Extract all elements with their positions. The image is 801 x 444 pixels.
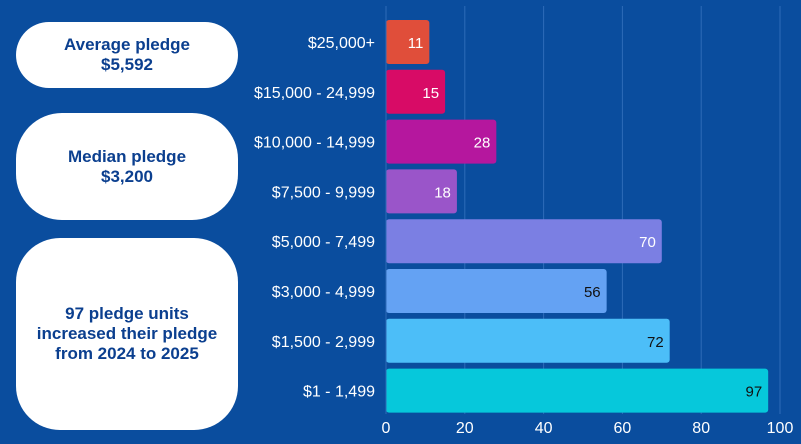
median-pledge-label: Median pledge (67, 146, 187, 166)
x-tick-label: 20 (456, 420, 474, 437)
category-label: $1 - 1,499 (303, 384, 375, 401)
pledge-increase-card: 97 pledge units increased their pledge f… (16, 238, 238, 430)
value-label: 11 (408, 35, 424, 52)
x-tick-label: 0 (382, 420, 391, 437)
value-label: 97 (745, 384, 762, 401)
bar (386, 219, 662, 264)
x-tick-label: 100 (767, 420, 794, 437)
average-pledge-value: $5,592 (100, 55, 153, 74)
bar (386, 169, 457, 214)
value-label: 56 (584, 284, 601, 301)
value-label: 28 (474, 135, 491, 152)
bar (386, 20, 430, 64)
value-label: 15 (422, 85, 439, 102)
x-tick-label: 40 (535, 420, 553, 437)
category-label: $7,500 - 9,999 (272, 184, 375, 201)
category-label: $10,000 - 14,999 (254, 135, 375, 152)
average-pledge-card: Average pledge $5,592 (16, 22, 238, 88)
value-label: 72 (647, 334, 664, 351)
bar (386, 269, 607, 313)
bar (386, 318, 670, 363)
median-pledge-card: Median pledge $3,200 (16, 113, 238, 220)
category-label: $3,000 - 4,999 (272, 284, 375, 301)
pledge-increase-text: 97 pledge units increased their pledge f… (36, 304, 218, 363)
bar (386, 119, 497, 164)
bar (386, 69, 446, 114)
average-pledge-label: Average pledge (64, 35, 190, 54)
median-pledge-value: $3,200 (100, 166, 153, 186)
x-tick-label: 60 (614, 420, 632, 437)
x-tick-label: 80 (692, 420, 710, 437)
value-label: 70 (639, 234, 656, 251)
bar (386, 368, 769, 413)
category-label: $5,000 - 7,499 (272, 234, 375, 251)
category-label: $25,000+ (308, 35, 375, 52)
category-label: $1,500 - 2,999 (272, 334, 375, 351)
value-label: 18 (434, 184, 451, 201)
category-label: $15,000 - 24,999 (254, 85, 375, 102)
